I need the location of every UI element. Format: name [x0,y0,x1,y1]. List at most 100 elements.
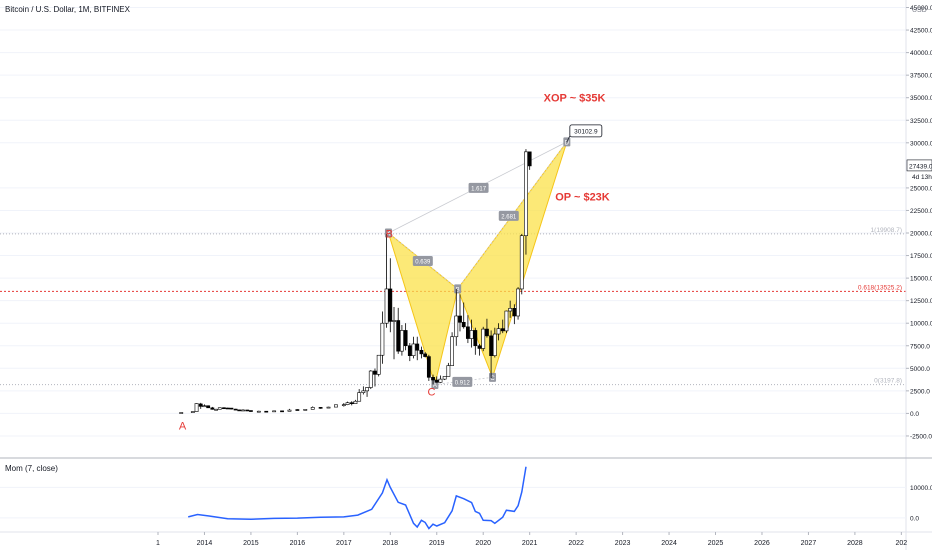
price-tick-label: 45000.0 [910,5,932,12]
candle-body [411,343,416,356]
pattern-point-label: B [456,287,460,293]
pattern-point-label: C [490,376,495,382]
candle-body [458,315,462,323]
pattern-point-label: X [386,232,390,238]
candle-body [400,330,404,352]
candle-body [524,151,528,237]
mom-tick-label: 10000.0 [910,485,932,492]
candle-body [365,387,369,392]
candle-body [431,377,435,381]
time-tick-label: 2017 [336,540,352,547]
candle-body [465,326,470,339]
candle-body [318,407,323,409]
price-tick-label: 22500.0 [910,208,932,215]
candle-body [206,405,211,409]
price-tick-label: 0.0 [910,411,919,418]
candle-body [353,400,358,404]
target-label: 30102.9 [574,128,598,135]
candle-body [202,405,207,408]
mom-line [188,466,527,530]
candle-body [496,328,501,335]
countdown-label: 4d 13h [912,174,932,181]
candle-body [423,353,428,357]
candle-body [384,288,389,324]
candle-body [256,410,261,413]
currency-label: USD [912,7,927,14]
time-tick-label: 2021 [522,540,538,547]
candle-body [214,408,218,411]
price-tick-label: 25000.0 [910,185,932,192]
price-tick-label: 2500.0 [910,388,930,395]
price-tick-label: 37500.0 [910,73,932,80]
fib-level-label: 0(3197.8) [874,378,902,385]
time-tick-label: 202 [896,540,908,547]
time-tick-label: 2023 [615,540,631,547]
candle-body [272,410,277,413]
candle-body [190,411,195,413]
ratio-label: 0.912 [455,380,471,386]
candle-body [461,322,466,328]
candle-body [469,330,474,339]
candle-body [225,407,230,410]
price-tick-label: 10000.0 [910,321,932,328]
candle-body [264,410,269,413]
pattern-point-label: A [433,383,437,389]
candle-body [407,345,412,356]
pattern-point-label: D [565,140,570,146]
candle-body [473,330,478,347]
last-price-label: 27439.0 [909,163,932,170]
candle-body [516,288,520,317]
time-tick-label: 2026 [754,540,770,547]
candle-body [222,407,226,410]
price-tick-label: 5000.0 [910,366,930,373]
candle-body [357,392,362,402]
text-annotation: B [386,229,393,241]
time-tick-label: 2024 [661,540,677,547]
candle-body [310,407,315,410]
price-tick-label: 7500.0 [910,343,930,350]
price-axis[interactable]: 45000.0 42500.0 40000.0 37500.0 35000.0 32500… [906,5,932,440]
fib-level-label: 1(19908.7) [871,227,902,234]
ratio-badge [498,210,519,221]
candle-body [446,365,451,377]
candle-body [349,402,354,404]
indicator-label: Mom (7, close) [5,464,58,473]
candle-body [415,343,420,351]
time-axis[interactable]: 1 2014 2015 2016 2017 2018 2019 2020 2021 2022 202… [156,532,907,547]
candle-body [380,322,385,356]
candle-body [489,335,494,356]
candle-body [508,308,513,312]
candle-body [198,403,203,407]
time-tick-label: 2015 [243,540,259,547]
symbol-title: Bitcoin / U.S. Dollar, 1M, BITFINEX [5,5,131,14]
price-tick-label: 32500.0 [910,118,932,125]
candle-body [280,410,284,413]
ratio-badge [468,182,489,193]
text-annotation: A [179,421,187,433]
mom-tick-label: 0.0 [910,515,919,522]
time-tick-label: 2014 [197,540,213,547]
candle-body [237,409,242,412]
time-tick-label: 2018 [383,540,399,547]
candle-body [504,310,509,332]
candle-body [287,409,292,412]
candle-body [454,315,459,338]
candle-body [477,345,482,349]
price-tick-label: 40000.0 [910,50,932,57]
candle-body [438,378,443,383]
candle-body [233,408,238,411]
candle-body [512,308,517,317]
price-tick-label: -2500.0 [910,433,932,440]
time-tick-label: 2028 [847,540,863,547]
ratio-label: 0.639 [415,259,431,265]
time-tick-label: 2025 [708,540,724,547]
momentum-pane: 10000.0 0.0 [0,466,932,530]
price-tick-label: 15000.0 [910,276,932,283]
ratio-badge [412,255,433,266]
candle-body [392,320,396,322]
candle-body [303,409,308,411]
candle-body [341,404,346,406]
time-tick-label: 1 [156,540,160,547]
